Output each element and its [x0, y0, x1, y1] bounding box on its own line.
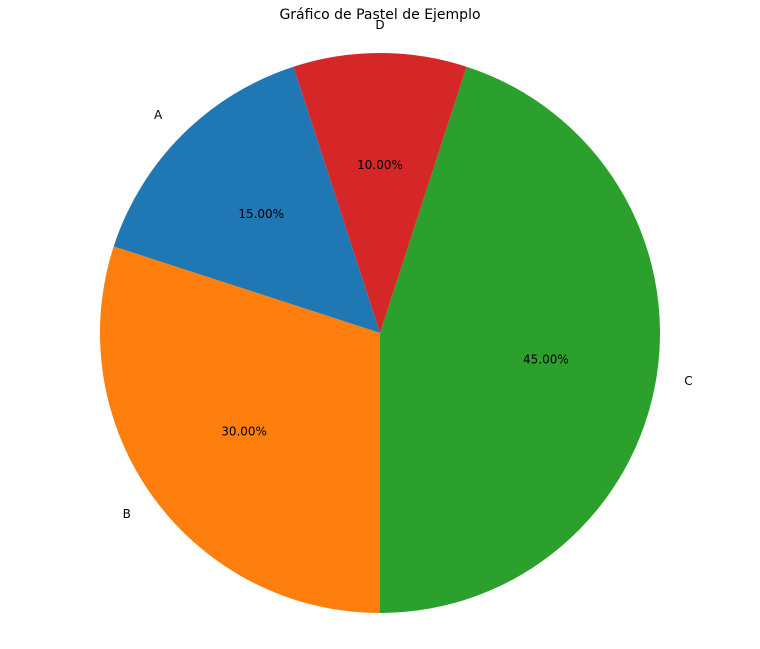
pie-slice-b [99, 246, 380, 614]
pct-label-d: 10.00% [357, 158, 403, 172]
pct-label-a: 15.00% [238, 207, 284, 221]
category-label-a: A [154, 108, 163, 122]
category-label-d: D [375, 18, 384, 32]
pie-slices [99, 53, 660, 614]
pie-labels: 15.00% A 30.00% B 45.00% C 10.00% D [123, 18, 693, 521]
category-label-c: C [684, 374, 692, 388]
pie-slice-c [380, 66, 660, 614]
chart-title: Gráfico de Pastel de Ejemplo [279, 7, 480, 23]
pct-label-c: 45.00% [523, 352, 569, 366]
pie-slice-d [293, 53, 467, 334]
pie-slice-a [113, 66, 381, 334]
pct-label-b: 30.00% [221, 425, 267, 439]
category-label-b: B [123, 507, 131, 521]
